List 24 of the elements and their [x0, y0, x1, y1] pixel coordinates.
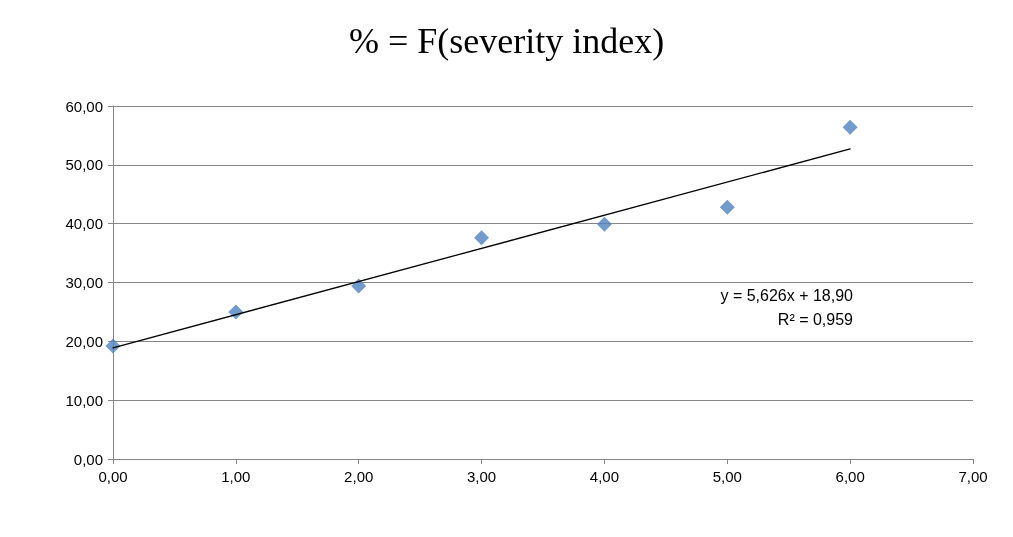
x-tick-label: 4,00 — [589, 468, 620, 485]
y-tick-label: 10,00 — [65, 391, 103, 409]
point — [719, 199, 735, 215]
y-tick-label: 0,00 — [73, 450, 103, 468]
annotation: R² = 0,959 — [777, 310, 854, 328]
point — [474, 230, 490, 246]
point — [351, 278, 367, 294]
point — [596, 216, 612, 232]
x-tick-label: 0,00 — [98, 468, 128, 485]
x-tick-label: 7,00 — [958, 468, 988, 485]
x-tick-label: 5,00 — [712, 468, 742, 485]
y-tick-label: 60,00 — [65, 97, 103, 115]
point — [842, 119, 858, 135]
y-tick-label: 40,00 — [65, 215, 103, 233]
x-tick-label: 3,00 — [466, 468, 497, 485]
x-tick-label: 2,00 — [344, 468, 374, 485]
point — [105, 338, 121, 354]
y-tick-label: 50,00 — [65, 156, 103, 174]
annotation: y = 5,626x + 18,90 — [720, 286, 854, 304]
y-tick-label: 30,00 — [65, 274, 103, 291]
x-tick-label: 6,00 — [835, 468, 865, 485]
x-tick-label: 1,00 — [221, 468, 251, 485]
y-tick-label: 20,00 — [65, 332, 103, 350]
chart-title: % = F(severity index) — [348, 21, 665, 61]
